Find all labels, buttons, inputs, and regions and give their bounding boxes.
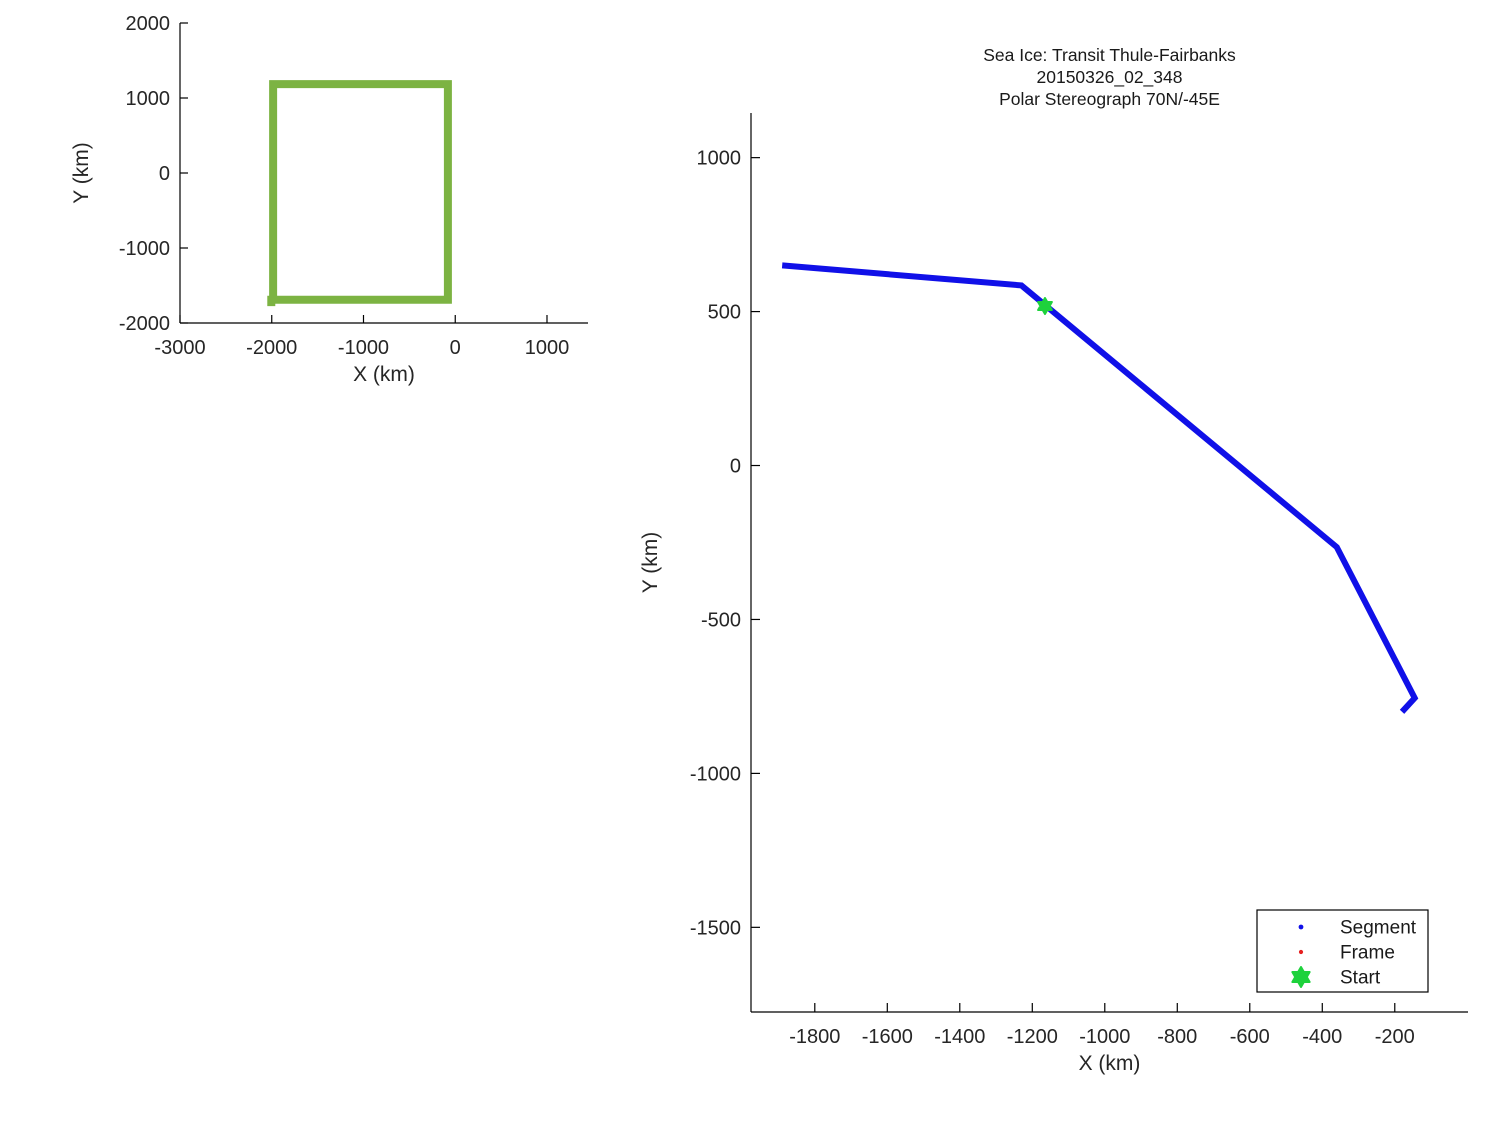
y-axis-title: Y (km) xyxy=(639,532,662,593)
legend-segment-marker-icon xyxy=(1298,924,1304,930)
x-tick-label: -400 xyxy=(1302,1026,1342,1048)
legend-start-marker-icon xyxy=(1291,966,1311,988)
y-tick-label: 1000 xyxy=(697,148,742,170)
x-tick-label: -1800 xyxy=(789,1026,840,1048)
x-axis-title: X (km) xyxy=(353,363,415,386)
segment-track-line xyxy=(781,262,1419,714)
legend-label: Start xyxy=(1340,968,1381,989)
x-tick-label: -1400 xyxy=(934,1026,985,1048)
x-tick-label: 1000 xyxy=(525,337,570,359)
y-axis-title: Y (km) xyxy=(70,142,93,203)
x-tick-label: -1000 xyxy=(338,337,389,359)
overview-plot: -3000 -2000 -1000 0 1000200010000-1000-2000X… xyxy=(70,13,588,386)
x-tick-label: -1600 xyxy=(862,1026,913,1048)
y-tick-label: -1000 xyxy=(119,238,170,260)
legend-frame-marker-icon xyxy=(1298,949,1304,955)
y-tick-label: -2000 xyxy=(119,313,170,335)
y-tick-label: 2000 xyxy=(126,13,171,35)
y-tick-label: 500 xyxy=(708,302,741,324)
y-tick-label: 0 xyxy=(730,456,741,478)
y-tick-label: 1000 xyxy=(126,88,171,110)
y-tick-label: 0 xyxy=(159,163,170,185)
x-tick-label: -1000 xyxy=(1079,1026,1130,1048)
y-tick-label: -1500 xyxy=(690,917,741,939)
legend-label: Frame xyxy=(1340,943,1395,964)
x-tick-label: -2000 xyxy=(246,337,297,359)
start-marker-icon xyxy=(1037,297,1053,316)
x-tick-label: 0 xyxy=(450,337,461,359)
x-tick-label: -1200 xyxy=(1007,1026,1058,1048)
x-axis-title: X (km) xyxy=(1079,1052,1141,1075)
y-tick-label: -500 xyxy=(701,609,741,631)
transit-plot: -1800 -1600 -1400 -1200 -1000 -800 -600 -400 -20… xyxy=(639,113,1468,1075)
legend-label: Segment xyxy=(1340,918,1417,939)
x-tick-label: -200 xyxy=(1375,1026,1415,1048)
grid-boundary-box xyxy=(267,80,452,307)
legend: Segment Frame Start xyxy=(1256,909,1429,993)
y-tick-label: -1000 xyxy=(690,763,741,785)
x-tick-label: -600 xyxy=(1230,1026,1270,1048)
legend-box xyxy=(1256,909,1429,993)
x-tick-label: -3000 xyxy=(154,337,205,359)
x-tick-label: -800 xyxy=(1157,1026,1197,1048)
